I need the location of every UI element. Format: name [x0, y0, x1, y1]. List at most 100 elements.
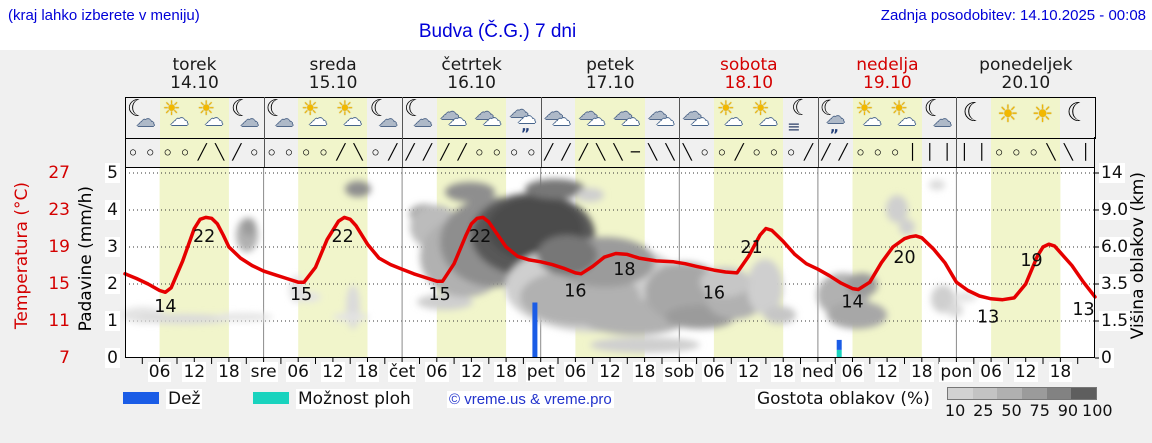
gray-scale-label: 50: [1001, 401, 1022, 420]
wind-ne-icon: ╱: [388, 143, 398, 161]
daytime-band: [159, 97, 229, 167]
left-axis-line: [125, 137, 126, 167]
day-date: 14.10: [170, 73, 219, 93]
wind-calm-icon: ○: [476, 147, 483, 158]
bottom-hour-label: 18: [909, 362, 934, 382]
bottom-hour-label: 12: [875, 362, 899, 382]
day-name: petek: [586, 55, 635, 75]
wind-nw-icon: ╲: [682, 143, 692, 161]
day-name: četrtek: [441, 55, 502, 75]
clouds-glyph: ☁: [474, 100, 495, 124]
bottom-hour-label: 18: [632, 362, 657, 382]
daytime-band: [713, 97, 784, 167]
cloud-tick: 1.5: [1099, 311, 1131, 331]
moon-cloud-icon: ☾ ☁: [126, 98, 160, 137]
wind-ne-icon: ╱: [422, 143, 433, 161]
sun-cloud-glyph: ☀: [162, 96, 181, 120]
bottom-day-abbrev: ned: [800, 362, 835, 382]
sun-cloud-glyph: ☀: [335, 96, 354, 120]
bottom-day-abbrev: pon: [939, 362, 974, 382]
wind-calm-icon: ○: [129, 147, 137, 158]
day-label-torek: torek 14.10: [125, 56, 264, 92]
precip-tick: 4: [105, 200, 120, 220]
bottom-day-abbrev: pet: [525, 362, 556, 382]
day-name: torek: [172, 55, 217, 75]
wind-calm-icon: ○: [164, 147, 171, 158]
clouds-showers-glyph: ☁: [517, 106, 537, 128]
day-separator: [956, 97, 958, 167]
sun-cloud-glyph: ☀: [855, 96, 874, 120]
rain-bar: [836, 339, 842, 350]
sun-icon: ☀: [992, 98, 1026, 137]
sun-cloud-glyph: ☁: [308, 108, 328, 130]
wind-ne-icon: ╱: [405, 143, 415, 161]
day-date: 20.10: [1001, 73, 1051, 93]
wind-calm-icon: ○: [1013, 147, 1020, 158]
last-update: Zadnja posodobitev: 14.10.2025 - 00:08: [880, 7, 1146, 24]
temp-tick: 11: [48, 311, 70, 331]
day-label-četrtek: četrtek 16.10: [402, 56, 541, 92]
clouds-icon: ☁ ☁: [472, 98, 506, 137]
clouds-icon: ☁ ☁: [576, 98, 610, 137]
location-hint: (kraj lahko izberete v meniju): [8, 7, 200, 24]
temp-value-label: 21: [740, 238, 762, 258]
cloud-tick: 0: [1099, 348, 1114, 368]
temp-value-label: 16: [564, 282, 586, 302]
moon-icon: ☾: [957, 98, 991, 137]
day-date: 16.10: [447, 73, 496, 93]
cloud-tick: 9.0: [1099, 200, 1131, 220]
sun-cloud-glyph: ☁: [862, 108, 882, 130]
copyright-text[interactable]: © vreme.us & vreme.pro: [447, 391, 614, 408]
cloud-tick: 6.0: [1099, 237, 1131, 257]
wind-nw-icon: ╲: [215, 143, 225, 161]
day-label-sobota: sobota 18.10: [679, 56, 818, 92]
cloud-tick: 14: [1099, 163, 1125, 183]
wind-ne-icon: ╱: [838, 143, 848, 161]
clouds-icon: ☁ ☁: [680, 98, 714, 137]
precip-tick: 2: [105, 274, 120, 294]
day-separator: [263, 97, 265, 167]
wind-ne-icon: ╱: [578, 143, 588, 161]
sun-cloud-icon: ☀ ☁: [161, 98, 195, 137]
moon-cloud-glyph: ☾: [265, 96, 287, 122]
clouds-glyph: ☁: [447, 108, 467, 130]
temp-value-label: 22: [469, 227, 491, 247]
moon-rain-glyph: ☁: [825, 106, 845, 128]
clouds-glyph: ☁: [543, 100, 564, 124]
wind-ne-icon: ╱: [232, 143, 242, 161]
bottom-hour-label: 12: [1013, 362, 1038, 382]
copyright-link[interactable]: © vreme.us & vreme.pro: [447, 391, 614, 408]
wind-calm-icon: ○: [718, 147, 725, 158]
day-separator: [402, 97, 404, 167]
moon-cloud-icon: ☾ ☁: [369, 98, 403, 137]
wind-calm-icon: ○: [303, 147, 310, 158]
precip-tick: 3: [105, 237, 120, 257]
temp-value-label: 13: [1072, 300, 1094, 320]
sun-glyph: ☀: [997, 100, 1019, 128]
wind-calm-icon: ○: [511, 147, 518, 158]
moon-cloud-glyph: ☾: [369, 96, 391, 122]
temp-value-label: 19: [1020, 251, 1042, 271]
meteogram-plot: 14 22 15 22 15 22 16 18 16 21 14 20 13 19 13: [121, 167, 1101, 364]
moon-fog-glyph: ≡: [787, 117, 801, 136]
gray-scale-label: 25: [973, 401, 994, 420]
moon-fog-icon: ☾ ≡: [784, 98, 818, 137]
clouds-icon: ☁ ☁: [611, 98, 645, 137]
wind-n-icon: │: [959, 143, 969, 161]
sun-cloud-glyph: ☁: [758, 108, 778, 130]
sun-cloud-glyph: ☀: [716, 96, 735, 120]
cloud-density-scale-labels: 10 25 50 75 90 100: [941, 401, 1113, 420]
sun-cloud-icon: ☀ ☁: [715, 98, 749, 137]
clouds-icon: ☁ ☁: [438, 98, 472, 137]
clouds-glyph: ☁: [655, 108, 675, 130]
rain-legend-swatch: [123, 392, 159, 404]
day-name: ponedeljek: [979, 55, 1073, 75]
gray-scale-label: 100: [1082, 401, 1113, 420]
wind-calm-icon: ○: [147, 147, 154, 158]
rain-bar: [532, 302, 538, 358]
day-label-petek: petek 17.10: [541, 56, 680, 92]
temp-value-label: 14: [841, 293, 863, 313]
moon-cloud-glyph: ☁: [274, 109, 294, 131]
sun-cloud-glyph: ☀: [301, 96, 320, 120]
